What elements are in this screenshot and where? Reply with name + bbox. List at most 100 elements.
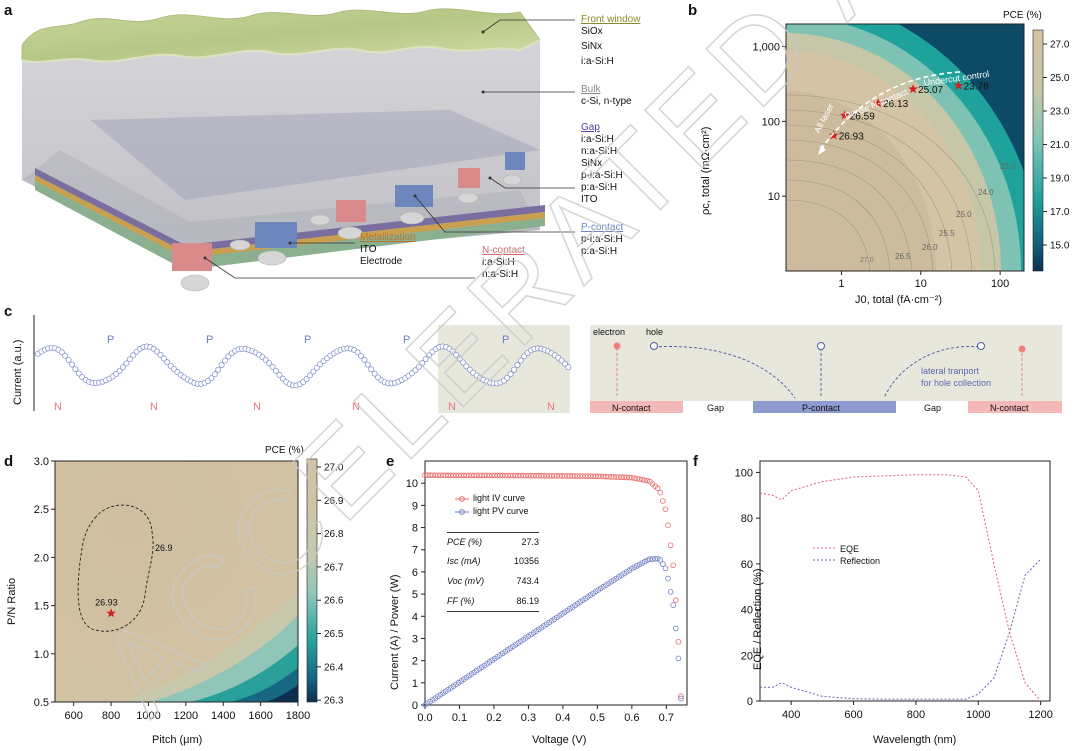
b-contour-23: 23.0 — [1000, 162, 1016, 171]
e-legend-marker-iv — [459, 496, 465, 502]
c-trace-point — [371, 370, 378, 377]
b-contour-27: 27.0 — [860, 257, 874, 264]
f-xtick-label: 800 — [907, 709, 925, 721]
c-trace-point — [157, 351, 164, 358]
c-electron-label: electron — [593, 327, 626, 337]
c-trace-point — [565, 364, 572, 371]
panel-letter-e: e — [386, 453, 395, 470]
c-n-label-1: N — [54, 401, 62, 413]
d-ytick-label: 1.5 — [34, 601, 49, 613]
f-series-line — [759, 474, 1041, 702]
e-ytick-label: 3 — [412, 633, 418, 645]
d-ytick-label: 0.5 — [34, 697, 49, 709]
d-ytick-label: 3.0 — [34, 456, 49, 468]
cb-b-tick-label: 21.0 — [1050, 140, 1070, 151]
e-ytick-label: 4 — [412, 611, 418, 623]
front-window-label: Front window SiOx SiNx i:a-Si:H — [581, 14, 641, 67]
b-point-label: 25.07 — [918, 85, 943, 96]
f-ytick-label: 40 — [741, 605, 753, 617]
f-series-line — [760, 558, 1041, 700]
f-frame — [759, 460, 1051, 702]
cb-d-tick-label: 26.6 — [324, 596, 344, 607]
f-xtick-label: 600 — [844, 709, 862, 721]
e-xtick-label: 0.2 — [486, 712, 501, 724]
c-trace-point — [460, 359, 466, 366]
c-trace-point — [449, 348, 456, 355]
e-ytick-label: 2 — [412, 656, 418, 668]
c-trace-point — [368, 366, 375, 373]
c-trace-point — [313, 364, 320, 371]
c-trace-point — [517, 357, 524, 364]
cb-d-tick-label: 26.3 — [324, 696, 344, 707]
c-trace-point — [65, 356, 72, 363]
c-trace-point — [361, 357, 368, 363]
colorbar-title-d: PCE (%) — [265, 445, 304, 456]
e-ylabel: Current (A) / Power (W) — [389, 574, 401, 690]
e-series-point — [641, 477, 648, 483]
c-trace-point — [69, 361, 75, 368]
c-trace-point — [269, 363, 276, 370]
cb-b-tick-label: 19.0 — [1050, 174, 1070, 185]
c-p-label-1: P — [107, 334, 115, 346]
c-trace-point — [453, 351, 460, 358]
e-ytick-label: 1 — [412, 678, 418, 690]
b-point-star — [953, 80, 964, 90]
b-point-star — [873, 98, 883, 108]
c-n-label-3: N — [253, 401, 261, 413]
c-lateral-label-2: for hole collection — [921, 378, 992, 388]
c-trace-point — [514, 362, 521, 369]
e-ytick-label: 7 — [412, 545, 418, 557]
c-trace-point — [222, 357, 228, 364]
c-trace-point — [211, 371, 218, 378]
cb-d-tick-label: 26.9 — [324, 496, 344, 507]
e-ytick-label: 10 — [406, 478, 418, 490]
c-p-label-5: P — [502, 334, 510, 346]
e-legend-marker-pv — [459, 509, 465, 515]
c-lateral-label: lateral tranport — [921, 366, 980, 376]
e-xtick-label: 0.6 — [624, 712, 639, 724]
c-trace-point — [123, 360, 130, 367]
b-xtick-label: 100 — [991, 278, 1009, 290]
e-series-point — [654, 485, 661, 492]
e-xlabel: Voltage (V) — [532, 734, 587, 746]
c-trace-point — [126, 356, 133, 363]
b-contour-25: 25.0 — [956, 210, 972, 219]
e-series-point — [639, 476, 645, 483]
c-trace-point — [364, 361, 371, 368]
c-trace-point — [521, 353, 528, 360]
e-xtick-label: 0.4 — [555, 712, 570, 724]
c-trace-point — [215, 366, 222, 373]
c-trace-point — [310, 368, 317, 375]
e-ytick-label: 9 — [412, 500, 418, 512]
d-point-star — [106, 608, 116, 618]
e-series-point — [670, 602, 677, 608]
c-n-label-6: N — [547, 401, 555, 413]
b-contour-26: 26.0 — [922, 243, 938, 252]
d-xtick-label: 1600 — [248, 710, 272, 722]
c-trace-point — [62, 352, 69, 359]
e-series-point — [667, 589, 674, 595]
panel-letter-a: a — [4, 2, 13, 19]
e-series-point — [660, 561, 666, 567]
c-bar-ncontact-1: N-contact — [612, 403, 651, 413]
cb-d-tick-label: 27.0 — [324, 463, 344, 474]
cb-b-tick-label: 15.0 — [1050, 241, 1070, 252]
b-point-star — [908, 84, 918, 94]
c-trace-point — [307, 372, 313, 379]
b-contour-265: 26.5 — [895, 252, 911, 261]
c-n-label-2: N — [150, 401, 158, 413]
colorbar-title-b: PCE (%) — [1003, 10, 1042, 21]
cb-b-tick-label: 17.0 — [1050, 207, 1070, 218]
c-trace-point — [303, 375, 310, 382]
f-xlabel: Wavelength (nm) — [873, 734, 957, 746]
b-contour-255: 25.5 — [939, 229, 955, 238]
e-series-point — [629, 474, 635, 481]
c-trace-point — [266, 360, 273, 367]
e-series-point — [660, 498, 666, 504]
c-p-label-2: P — [206, 334, 214, 346]
c-trace-point — [130, 352, 137, 359]
f-xtick-label: 1200 — [1028, 709, 1052, 721]
c-trace-point — [507, 371, 514, 378]
c-hole-label: hole — [646, 327, 664, 337]
c-bar-gap-2: Gap — [924, 403, 942, 413]
